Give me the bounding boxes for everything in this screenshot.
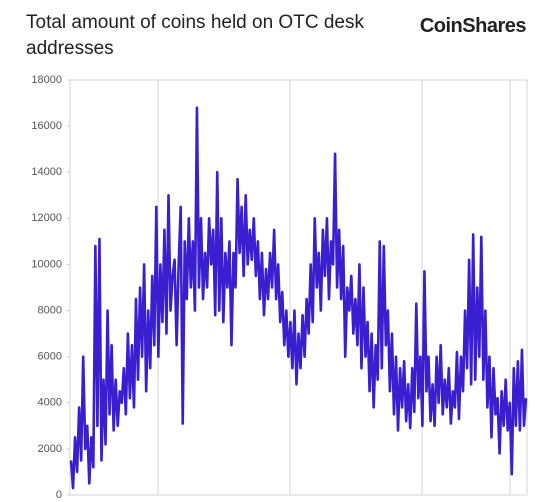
y-tick-label: 10000 [31,258,62,270]
brand-logo: CoinShares [420,15,527,37]
data-line [69,106,528,490]
y-tick-label: 6000 [38,351,62,363]
y-tick-label: 18000 [31,74,62,86]
chart-title: Total amount of coins held on OTC desk a… [26,12,364,59]
y-tick-label: 8000 [38,304,62,316]
y-tick-label: 2000 [38,443,62,455]
y-tick-label: 4000 [38,397,62,409]
y-tick-label: 12000 [31,212,62,224]
y-tick-label: 0 [56,489,62,501]
y-tick-label: 14000 [31,166,62,178]
title-box: Total amount of coins held on OTC desk a… [26,12,364,59]
y-tick-label: 16000 [31,120,62,132]
plot-frame [69,79,528,496]
